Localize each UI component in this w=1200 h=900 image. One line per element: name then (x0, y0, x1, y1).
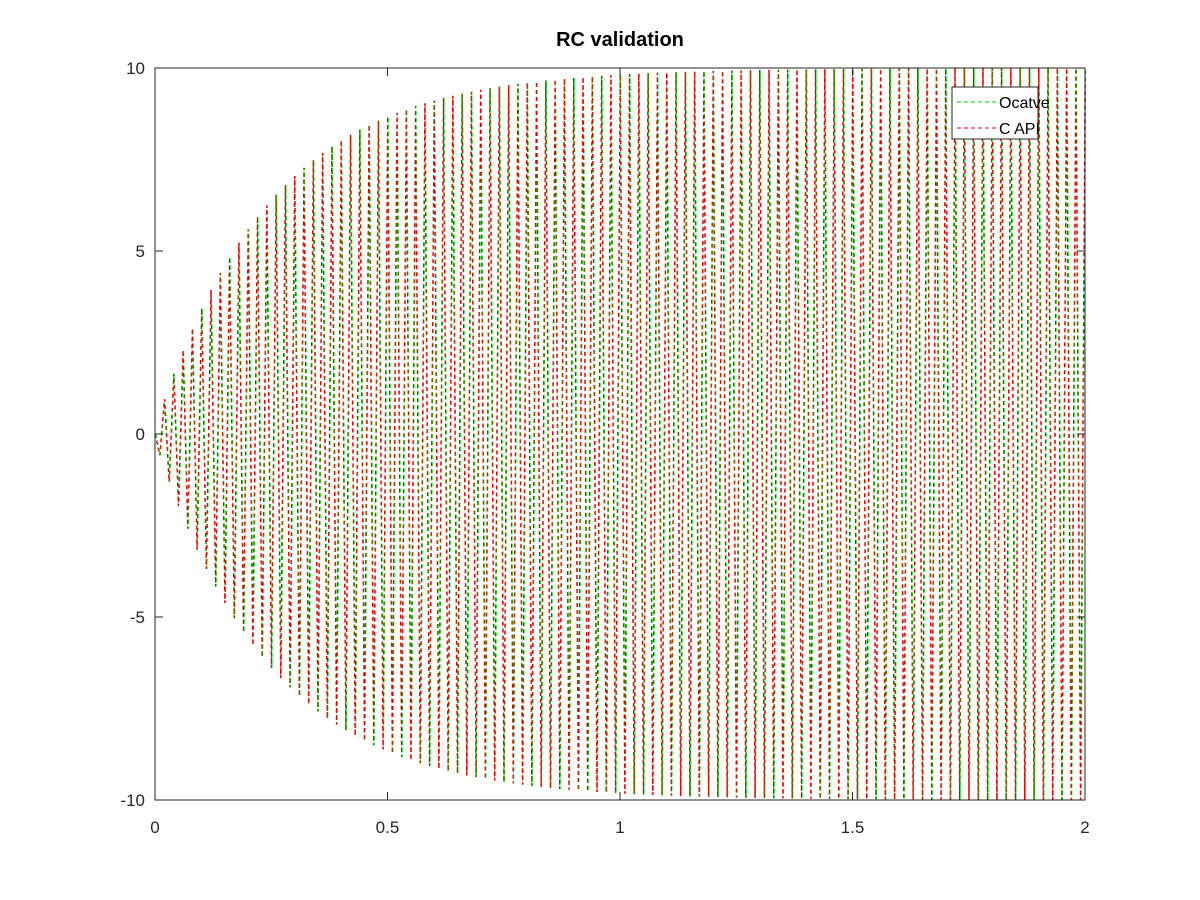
y-tick-label: -10 (120, 791, 145, 810)
y-tick-label: 0 (136, 425, 145, 444)
series-layer (154, 68, 1087, 800)
legend-box (951, 86, 1039, 140)
x-tick-label: 2 (1080, 818, 1089, 837)
series-line-c-api (154, 68, 1086, 800)
y-tick-label: -5 (130, 608, 145, 627)
x-tick-label: 0.5 (376, 818, 400, 837)
legend: Ocatve C API (951, 86, 1050, 140)
ticks-layer: 0 0.5 1 1.5 2 -10 -5 0 5 10 (120, 59, 1089, 837)
x-tick-label: 1 (615, 818, 624, 837)
y-tick-label: 10 (126, 59, 145, 78)
chart-title: RC validation (556, 29, 684, 51)
legend-label-c-api: C API (999, 121, 1040, 138)
legend-item-ocatve: Ocatve (957, 95, 1050, 112)
x-tick-label: 0 (150, 818, 159, 837)
legend-item-c-api: C API (957, 121, 1040, 138)
y-tick-label: 5 (136, 242, 145, 261)
x-tick-label: 1.5 (841, 818, 865, 837)
plot-area: 0 0.5 1 1.5 2 -10 -5 0 5 10 (120, 59, 1089, 837)
legend-label-ocatve: Ocatve (999, 95, 1050, 112)
series-line-ocatve (155, 68, 1087, 800)
